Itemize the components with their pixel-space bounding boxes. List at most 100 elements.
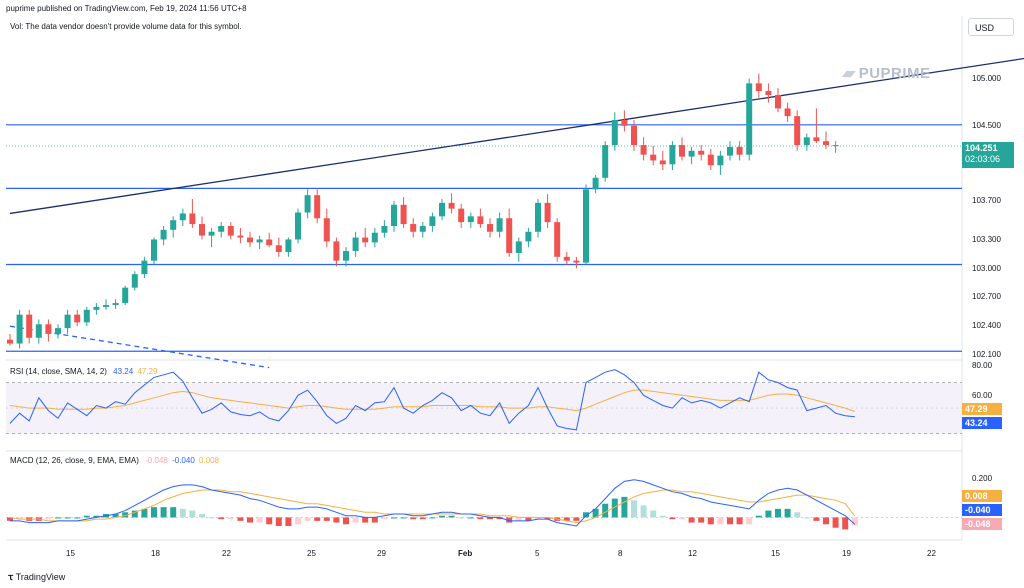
candle-body	[323, 218, 330, 242]
macd-legend-hist: -0.048	[145, 456, 168, 465]
candle-body	[160, 229, 167, 240]
macd-histogram-bar	[160, 507, 167, 518]
candle-body	[131, 274, 138, 288]
macd-histogram-bar	[506, 517, 513, 523]
candle-body	[170, 220, 177, 230]
macd-histogram-bar	[141, 508, 148, 518]
candle-body	[189, 213, 196, 225]
candle-body	[506, 218, 513, 253]
candle-body	[487, 224, 493, 232]
macd-histogram-bar	[736, 517, 743, 525]
macd-histogram-bar	[189, 510, 196, 518]
macd-tick: 0.200	[972, 474, 993, 483]
rsi-band	[6, 382, 962, 434]
candle-body	[35, 324, 42, 338]
macd-histogram-bar	[429, 517, 436, 519]
time-tick: 29	[377, 549, 386, 558]
macd-histogram-bar	[746, 517, 753, 525]
tradingview-logo-text: TradingView	[15, 572, 66, 582]
macd-histogram-bar	[112, 514, 119, 518]
macd-histogram-bar	[179, 508, 186, 518]
candle-body	[746, 83, 753, 155]
candle-body	[650, 154, 657, 161]
price-tick: 105.000	[972, 74, 1001, 83]
rsi-legend: RSI (14, close, SMA, 14, 2) 43.24 47.29	[10, 367, 157, 376]
tradingview-logo-icon: ꚍ	[8, 572, 14, 582]
candle-body	[439, 202, 445, 217]
macd-histogram-bar	[314, 517, 321, 521]
candle-body	[669, 145, 676, 165]
time-tick: 5	[535, 549, 540, 558]
candle-body	[64, 314, 71, 329]
macd-histogram-bar	[237, 517, 244, 521]
rsi-tick: 60.00	[972, 391, 993, 400]
candle-body	[74, 314, 81, 323]
candle-body	[602, 145, 609, 178]
macd-histogram-bar	[487, 517, 493, 520]
rsi-sma-line	[9, 389, 855, 412]
macd-histogram-bar	[755, 515, 762, 518]
macd-legend: MACD (12, 26, close, 9, EMA, EMA) -0.048…	[10, 456, 219, 465]
macd-histogram-bar	[515, 517, 522, 521]
macd-histogram-bar	[247, 517, 253, 523]
macd-histogram-bar	[227, 517, 234, 520]
candle-body	[640, 145, 647, 155]
candle-body	[736, 146, 743, 155]
tradingview-logo[interactable]: ꚍ TradingView	[8, 572, 65, 583]
candle-body	[103, 305, 109, 307]
rsi-legend-sma: 47.29	[137, 367, 158, 376]
candle-body	[496, 218, 503, 232]
macd-histogram-bar	[45, 517, 52, 520]
macd-histogram-bar	[842, 517, 849, 530]
macd-histogram-bar	[352, 517, 359, 523]
candle-body	[400, 204, 407, 225]
macd-histogram-bar	[333, 517, 340, 523]
macd-histogram-bar	[448, 515, 455, 518]
macd-histogram-bar	[295, 517, 301, 525]
price-tick: 102.400	[972, 321, 1001, 330]
candle-body	[371, 232, 378, 243]
candle-body	[199, 224, 205, 236]
macd-histogram-bar	[583, 512, 589, 518]
macd-histogram-bar	[688, 517, 695, 523]
time-tick: 8	[618, 549, 623, 558]
candle-body	[381, 225, 388, 233]
candle-body	[621, 119, 628, 126]
macd-histogram-bar	[727, 517, 733, 525]
macd-histogram-bar	[650, 510, 657, 518]
candle-body	[208, 231, 215, 236]
trendline	[9, 325, 270, 369]
time-tick: 12	[688, 549, 697, 558]
macd-histogram-bar	[151, 507, 157, 518]
macd-histogram-bar	[717, 517, 724, 525]
candle-body	[362, 237, 369, 243]
macd-histogram-bar	[208, 517, 215, 519]
macd-histogram-bar	[563, 517, 570, 521]
macd-histogram-bar	[477, 517, 484, 520]
macd-histogram-bar	[794, 512, 801, 518]
time-tick: 15	[771, 549, 780, 558]
macd-histogram-bar	[419, 517, 426, 520]
candle-body	[141, 260, 148, 275]
last-price-badge: 104.251 02:03:06	[962, 142, 1014, 168]
candle-body	[429, 216, 436, 226]
macd-histogram-bar	[371, 517, 378, 523]
macd-histogram-bar	[304, 517, 311, 521]
price-tick: 103.700	[972, 196, 1001, 205]
time-tick: 18	[151, 549, 160, 558]
macd-histogram-bar	[813, 517, 820, 521]
macd-histogram-bar	[55, 517, 61, 519]
macd-histogram-bar	[218, 517, 225, 520]
macd-histogram-bar	[698, 517, 705, 523]
macd-histogram-bar	[362, 517, 369, 523]
price-tick: 102.700	[972, 292, 1001, 301]
macd-histogram-bar	[640, 505, 647, 518]
candle-body	[256, 239, 263, 243]
macd-histogram-bar	[400, 517, 407, 519]
candle-body	[794, 116, 801, 146]
candle-body	[343, 251, 349, 261]
currency-button[interactable]: USD	[968, 18, 1014, 36]
macd-histogram-bar	[765, 510, 772, 518]
